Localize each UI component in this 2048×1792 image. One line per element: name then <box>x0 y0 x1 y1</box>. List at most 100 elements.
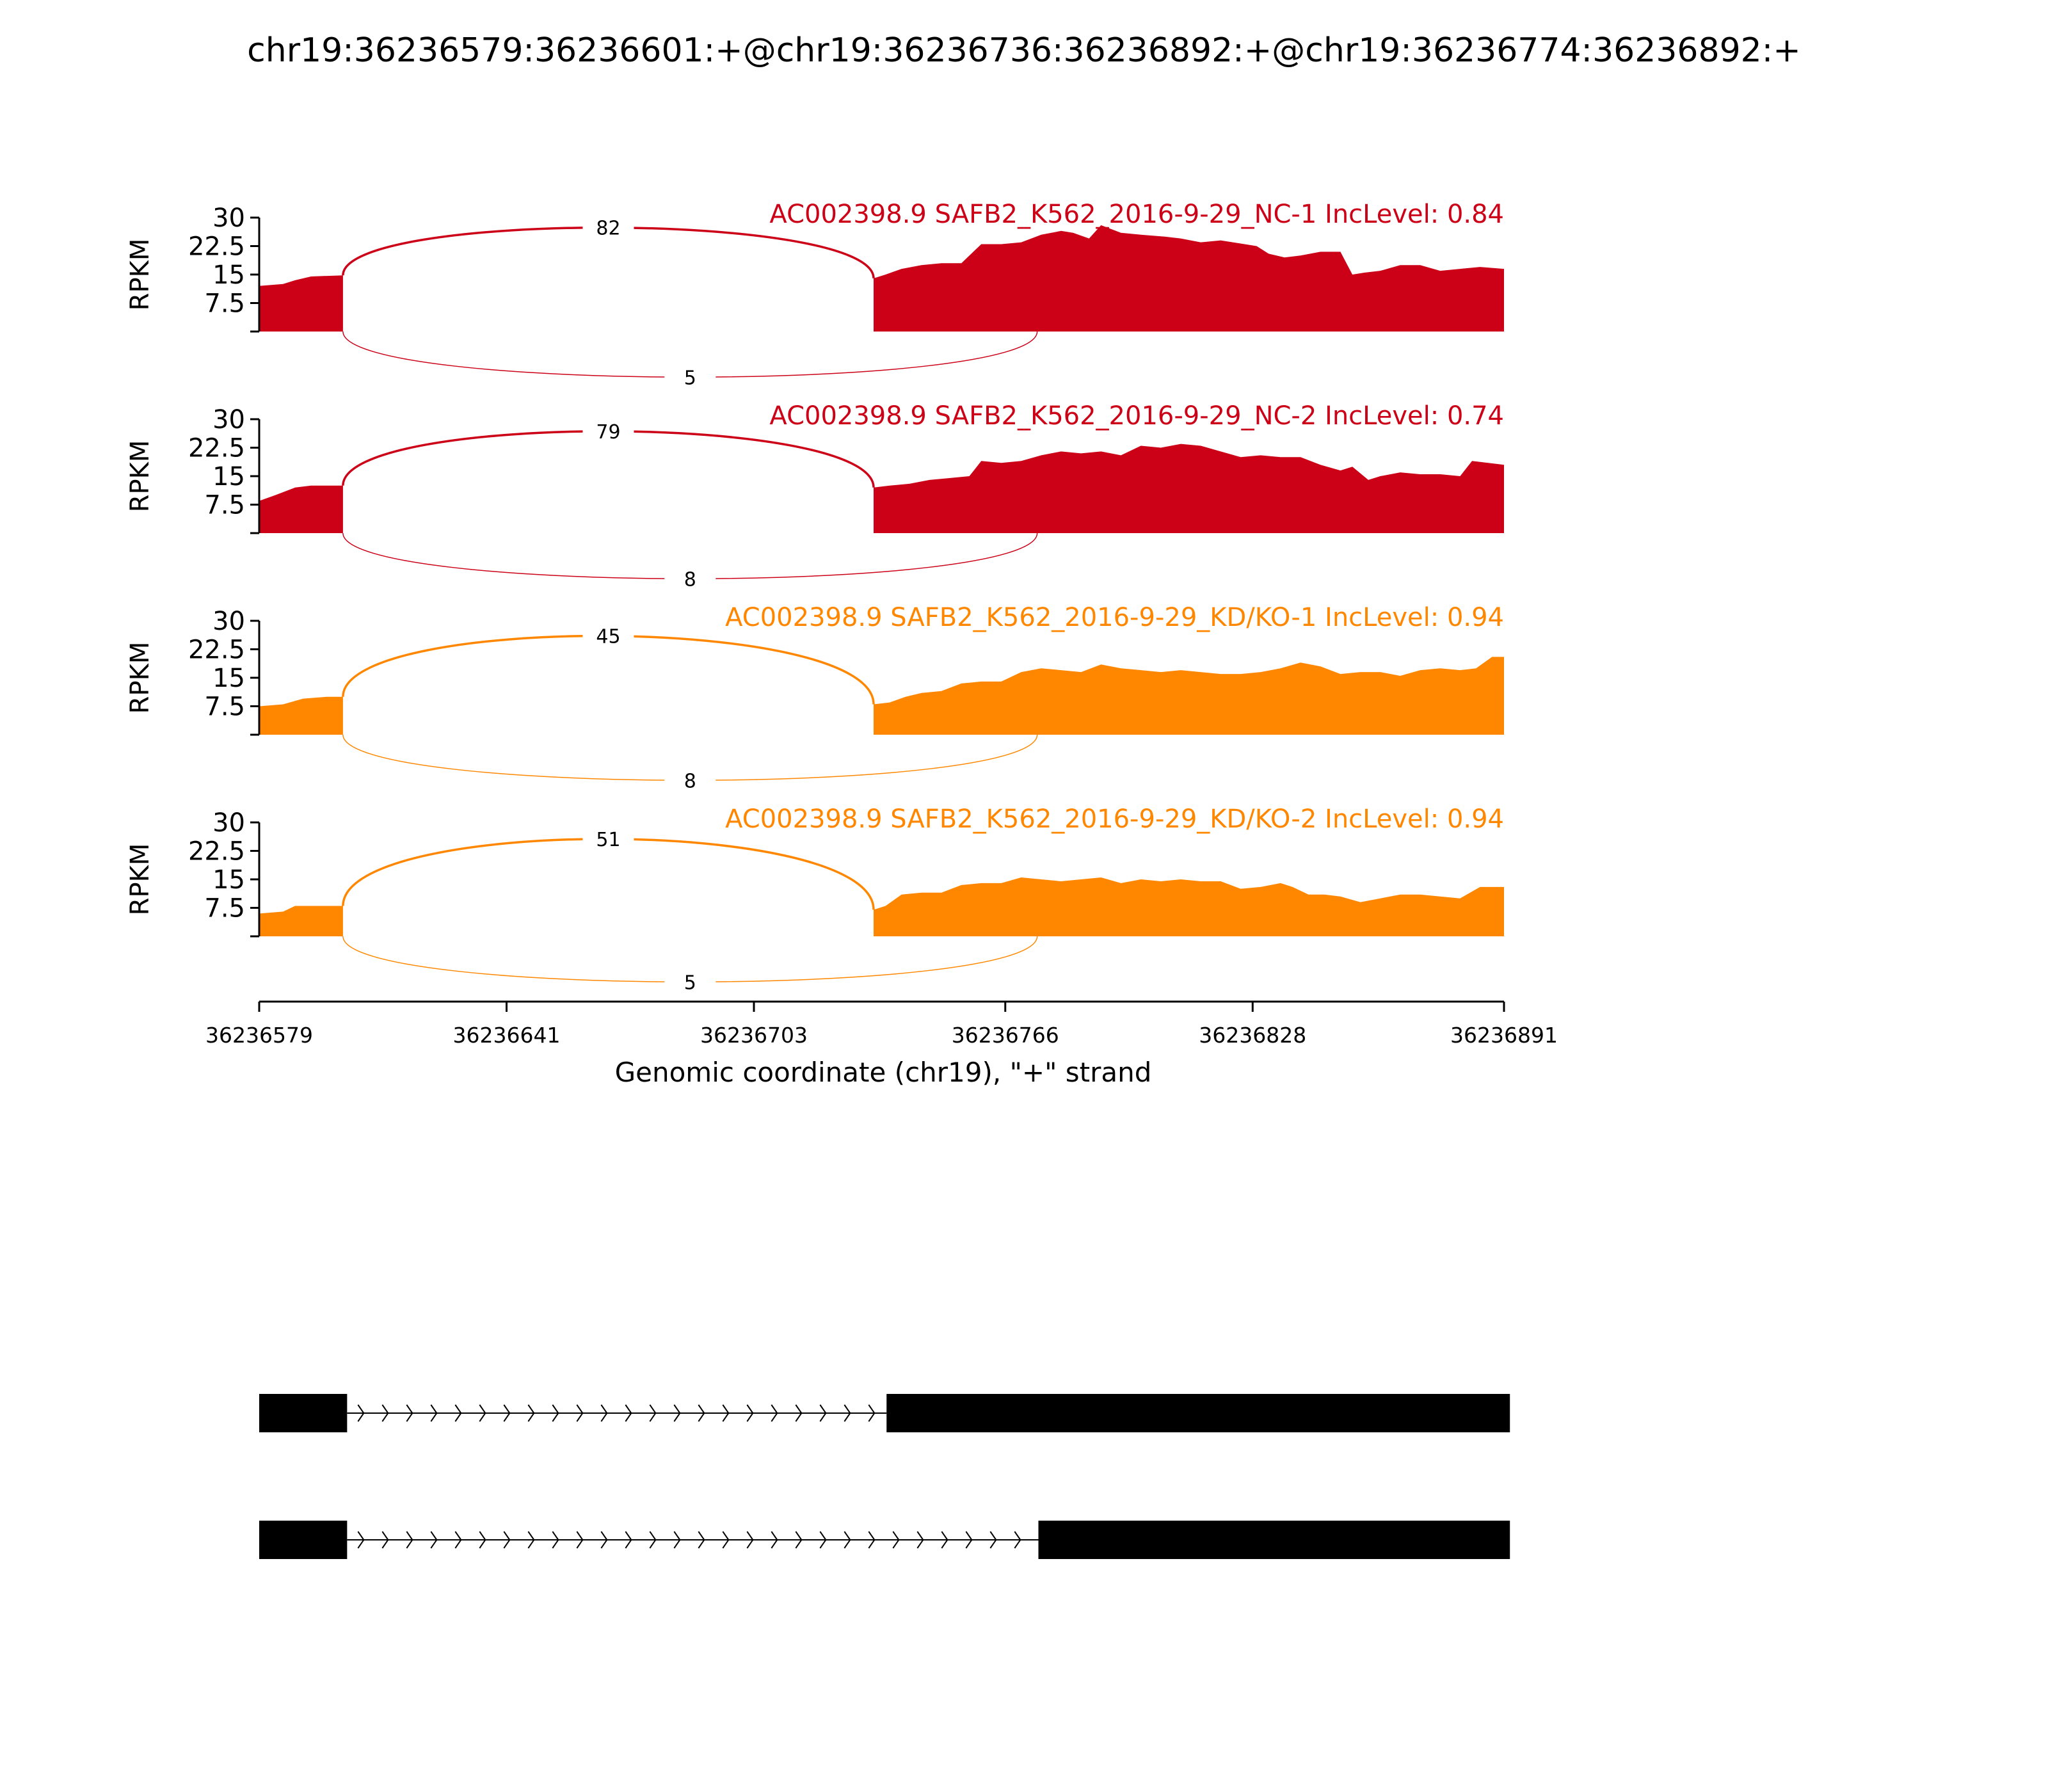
strand-arrow <box>381 1531 389 1549</box>
strand-arrow <box>625 1531 632 1549</box>
junction-label-box <box>582 417 634 443</box>
strand-arrow <box>698 1531 705 1549</box>
strand-arrow <box>916 1531 924 1549</box>
y-tick-label: 7.5 <box>204 692 245 722</box>
strand-arrow <box>357 1531 365 1549</box>
strand-arrow <box>479 1531 486 1549</box>
strand-arrow <box>600 1531 608 1549</box>
y-tick-label: 30 <box>212 808 245 838</box>
junction-count: 5 <box>684 367 696 389</box>
strand-arrow <box>771 1404 778 1422</box>
y-tick-label: 15 <box>212 462 245 492</box>
strand-arrow <box>406 1531 413 1549</box>
strand-arrow <box>527 1404 535 1422</box>
strand-arrow <box>552 1404 559 1422</box>
strand-arrow <box>844 1404 851 1422</box>
junction-label-box <box>664 968 716 994</box>
x-axis: 36236579 36236641 36236703 36236766 36236828… <box>205 1000 1558 1088</box>
strand-arrow <box>552 1531 559 1549</box>
strand-arrow <box>989 1531 997 1549</box>
strand-arrow <box>576 1404 584 1422</box>
strand-arrow <box>649 1531 657 1549</box>
strand-arrow <box>454 1404 462 1422</box>
y-tick-label: 15 <box>212 865 245 895</box>
x-tick-label: 36236641 <box>453 1023 561 1048</box>
strand-arrow <box>430 1404 438 1422</box>
strand-arrow <box>527 1531 535 1549</box>
junction-count: 45 <box>596 626 620 648</box>
sample-label: AC002398.9 SAFB2_K562_2016-9-29_KD/KO-1 … <box>725 603 1504 632</box>
strand-arrow <box>795 1531 803 1549</box>
strand-arrow <box>479 1404 486 1422</box>
strand-arrow <box>819 1404 827 1422</box>
y-tick-label: 22.5 <box>188 434 245 463</box>
x-axis-label: Genomic coordinate (chr19), "+" strand <box>615 1057 1152 1088</box>
strand-arrow <box>503 1531 511 1549</box>
strand-arrow <box>722 1404 730 1422</box>
y-tick-label: 30 <box>212 204 245 233</box>
y-axis-label: RPKM <box>125 239 155 311</box>
strand-arrow <box>1014 1531 1021 1549</box>
strand-arrow <box>965 1531 973 1549</box>
junction-label-box <box>664 363 716 389</box>
x-tick-label: 36236766 <box>952 1023 1059 1048</box>
junction-count: 51 <box>596 829 620 851</box>
junction-count: 5 <box>684 972 696 994</box>
strand-arrow <box>868 1531 876 1549</box>
coverage-area <box>874 877 1504 936</box>
exon-block <box>1038 1521 1510 1559</box>
strand-arrow <box>698 1404 705 1422</box>
strand-arrow <box>746 1404 754 1422</box>
strand-arrow <box>722 1531 730 1549</box>
y-tick-label: 30 <box>212 607 245 636</box>
junction-label-box <box>582 213 634 239</box>
strand-arrow <box>600 1404 608 1422</box>
junction-count: 82 <box>596 218 620 240</box>
strand-arrow <box>941 1531 948 1549</box>
y-tick-label: 22.5 <box>188 636 245 665</box>
strand-arrow <box>503 1404 511 1422</box>
coverage-area <box>874 657 1504 735</box>
exon-block <box>259 1394 348 1432</box>
strand-arrow <box>892 1531 900 1549</box>
strand-arrow <box>625 1404 632 1422</box>
x-tick-label: 36236891 <box>1450 1023 1558 1048</box>
strand-arrow <box>576 1531 584 1549</box>
strand-arrow <box>819 1531 827 1549</box>
junction-count: 79 <box>596 421 620 444</box>
strand-arrow <box>746 1531 754 1549</box>
y-tick-label: 7.5 <box>204 491 245 520</box>
y-axis-label: RPKM <box>125 440 155 513</box>
junction-label-box <box>664 564 716 591</box>
junction-count: 8 <box>684 568 696 591</box>
strand-arrow <box>649 1404 657 1422</box>
strand-arrow <box>381 1404 389 1422</box>
x-tick-label: 36236579 <box>205 1023 313 1048</box>
y-tick-label: 22.5 <box>188 232 245 262</box>
coverage-area <box>259 275 343 332</box>
strand-arrow <box>673 1531 681 1549</box>
junction-label-box <box>664 766 716 792</box>
strand-arrow <box>357 1404 365 1422</box>
x-tick-label: 36236703 <box>700 1023 808 1048</box>
strand-arrow <box>868 1404 876 1422</box>
strand-arrow <box>795 1404 803 1422</box>
strand-arrow <box>406 1404 413 1422</box>
junction-count: 8 <box>684 770 696 792</box>
y-axis-label: RPKM <box>125 642 155 714</box>
y-tick-label: 7.5 <box>204 289 245 319</box>
coverage-area <box>259 696 343 735</box>
transcript-1 <box>259 1394 1510 1432</box>
junction-label-box <box>582 824 634 851</box>
exon-block <box>886 1394 1510 1432</box>
transcript-models <box>259 1394 1510 1559</box>
coverage-area <box>874 444 1504 533</box>
coverage-area <box>874 225 1504 332</box>
y-axis-label: RPKM <box>125 844 155 916</box>
